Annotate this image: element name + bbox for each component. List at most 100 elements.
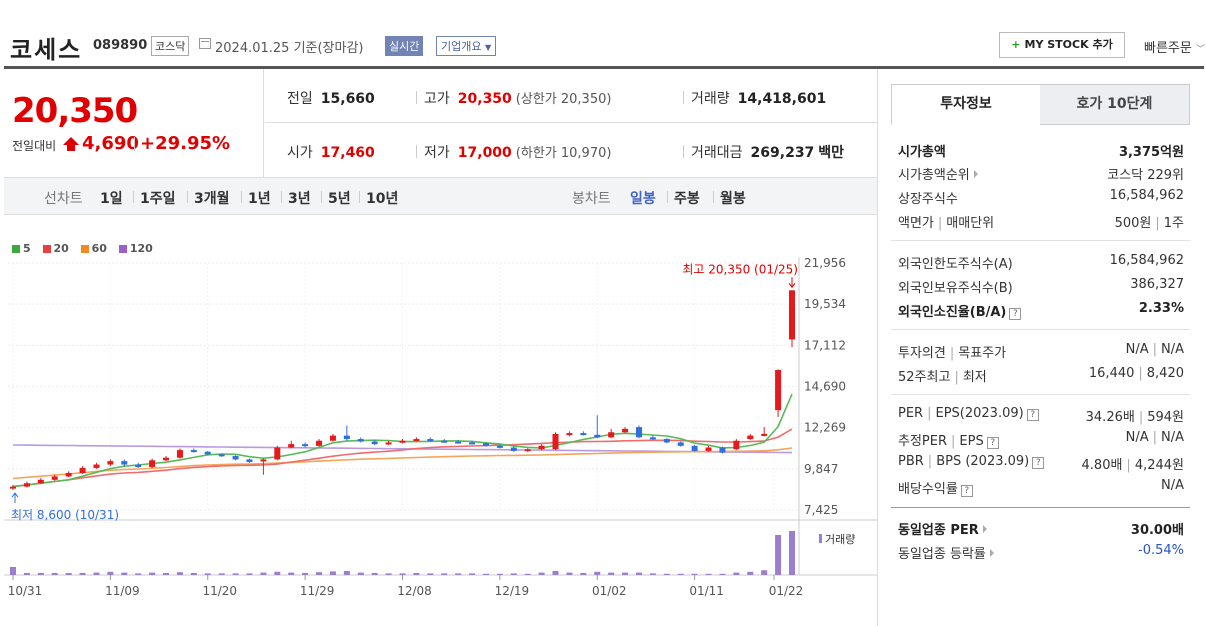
candle-body [190, 450, 197, 453]
volume-bar [427, 573, 434, 575]
corp-info-dropdown[interactable]: 기업개요 ▼ [436, 36, 497, 56]
row-par: 액면가 | 매매단위 500원 | 1주 [898, 216, 1184, 231]
candle-body [775, 370, 782, 411]
target-label: 목표주가 [958, 346, 1007, 361]
stat-high-label: 고가 [424, 91, 450, 107]
volume-bar [747, 571, 754, 575]
volume-bar [10, 567, 16, 575]
period-1w[interactable]: 1주일 [133, 188, 176, 208]
par-value: 500원 [1114, 216, 1152, 231]
period-monthly[interactable]: 월봉 [713, 188, 746, 208]
candle-body [343, 435, 350, 440]
row-dividend: 배당수익률? N/A [898, 478, 1184, 497]
stat-volume-value: 14,418,601 [737, 91, 827, 107]
volume-bar [107, 571, 114, 575]
calendar-icon [199, 38, 211, 49]
help-icon[interactable]: ? [986, 437, 999, 449]
chevron-right-icon [973, 170, 978, 178]
volume-bar [413, 573, 420, 575]
change-percent: +29.95% [133, 133, 231, 154]
high-annotation: 최고 20,350 (01/25) [682, 262, 798, 276]
candle-body [204, 451, 211, 455]
candle-body [218, 454, 225, 457]
candle-body [622, 428, 629, 433]
stat-high: 고가 20,350 (상한가 20,350) [415, 88, 612, 108]
stat-lower-limit: (하한가 10,970) [515, 146, 612, 161]
realtime-button[interactable]: 실시간 [385, 36, 424, 56]
candle-body [329, 435, 336, 441]
help-icon[interactable]: ? [1026, 409, 1039, 421]
tab-invest-info[interactable]: 투자정보 [891, 84, 1041, 125]
stat-prev-value: 15,660 [320, 91, 375, 107]
candle-body [399, 440, 406, 443]
period-weekly[interactable]: 주봉 [667, 188, 700, 208]
volume-bar [775, 535, 782, 575]
period-3y[interactable]: 3년 [281, 188, 311, 208]
y-tick-label: 21,956 [804, 256, 846, 270]
quick-order-link[interactable]: 빠른주문 ﹀ [1144, 37, 1205, 56]
row-rank[interactable]: 시가총액순위 코스닥 229위 [898, 164, 1184, 183]
foreign-ratio-label: 외국인소진율(B/A) [898, 305, 1007, 320]
target-value: N/A [1161, 342, 1184, 357]
candle-body [552, 433, 559, 450]
volume-bar [23, 573, 30, 575]
chevron-right-icon [989, 549, 994, 557]
candle-body [663, 439, 670, 443]
tab-hoga[interactable]: 호가 10단계 [1040, 84, 1190, 125]
period-10y[interactable]: 10년 [358, 188, 398, 208]
mktcap-value: 3,375억원 [1118, 145, 1184, 160]
period-5y[interactable]: 5년 [321, 188, 351, 208]
stat-prev-label: 전일 [287, 91, 313, 107]
volume-bar [705, 573, 712, 575]
bps-value: 4,244원 [1134, 458, 1184, 473]
volume-bar [510, 573, 517, 575]
candle-body [538, 445, 545, 450]
change-value: 4,690 [82, 133, 139, 154]
row-foreign-limit: 외국인한도주식수(A) 16,584,962 [898, 253, 1184, 272]
candle-body [23, 483, 30, 487]
shares-value: 16,584,962 [1109, 188, 1184, 203]
candle-body [413, 439, 420, 442]
stat-amount-unit: 백만 [818, 145, 845, 161]
row-industry-per[interactable]: 동일업종 PER 30.00배 [898, 519, 1184, 538]
candle-body [316, 440, 323, 446]
row-opinion: 투자의견 | 목표주가 N/A | N/A [898, 342, 1184, 361]
w52h-value: 16,440 [1088, 366, 1135, 381]
eper-value: N/A [1125, 430, 1149, 445]
period-bar: 선차트 1일 1주일 3개월 1년 3년 5년 10년 봉차트 일봉 주봉 월봉 [4, 177, 877, 215]
candle-body [635, 427, 642, 438]
period-daily[interactable]: 일봉 [630, 191, 656, 207]
y-tick-label: 17,112 [804, 338, 846, 352]
industry-change-label: 동일업종 등락률 [898, 547, 986, 562]
help-icon[interactable]: ? [1009, 308, 1022, 320]
volume-bar [441, 573, 448, 575]
candle-chart-svg[interactable]: 21,956 19,534 17,112 14,690 12,269 9,847 7,425… [4, 215, 877, 626]
per-label: PER [898, 406, 924, 421]
volume-bar [469, 573, 476, 575]
row-industry-change[interactable]: 동일업종 등락률 -0.54% [898, 543, 1184, 562]
stock-header: 코세스 089890 코스닥 2024.01.25 기준(장마감) 실시간 기업… [0, 0, 1206, 66]
w52l-value: 8,420 [1146, 366, 1184, 381]
opinion-value: N/A [1125, 342, 1149, 357]
div-value: N/A [1161, 478, 1184, 493]
candle-body [469, 442, 476, 445]
period-3m[interactable]: 3개월 [187, 188, 230, 208]
candle-body [149, 460, 156, 468]
help-icon[interactable]: ? [1032, 457, 1045, 469]
volume-bar [176, 572, 183, 575]
candle-body [441, 440, 448, 443]
row-mktcap: 시가총액 3,375억원 [898, 141, 1184, 160]
pbr-value: 4.80배 [1081, 458, 1123, 473]
volume-bar [677, 573, 684, 575]
foreign-hold-label: 외국인보유주식수(B) [898, 281, 1013, 296]
period-1d[interactable]: 1일 [100, 191, 123, 207]
volume-bar [274, 571, 281, 575]
add-mystock-button[interactable]: + MY STOCK 추가 [999, 32, 1125, 58]
volume-bar [482, 573, 489, 575]
help-icon[interactable]: ? [960, 485, 973, 497]
period-1y[interactable]: 1년 [241, 188, 271, 208]
volume-bar [65, 573, 72, 575]
stat-open-value: 17,460 [320, 145, 375, 161]
stat-upper-limit: (상한가 20,350) [515, 92, 612, 107]
volume-bar [622, 572, 629, 575]
